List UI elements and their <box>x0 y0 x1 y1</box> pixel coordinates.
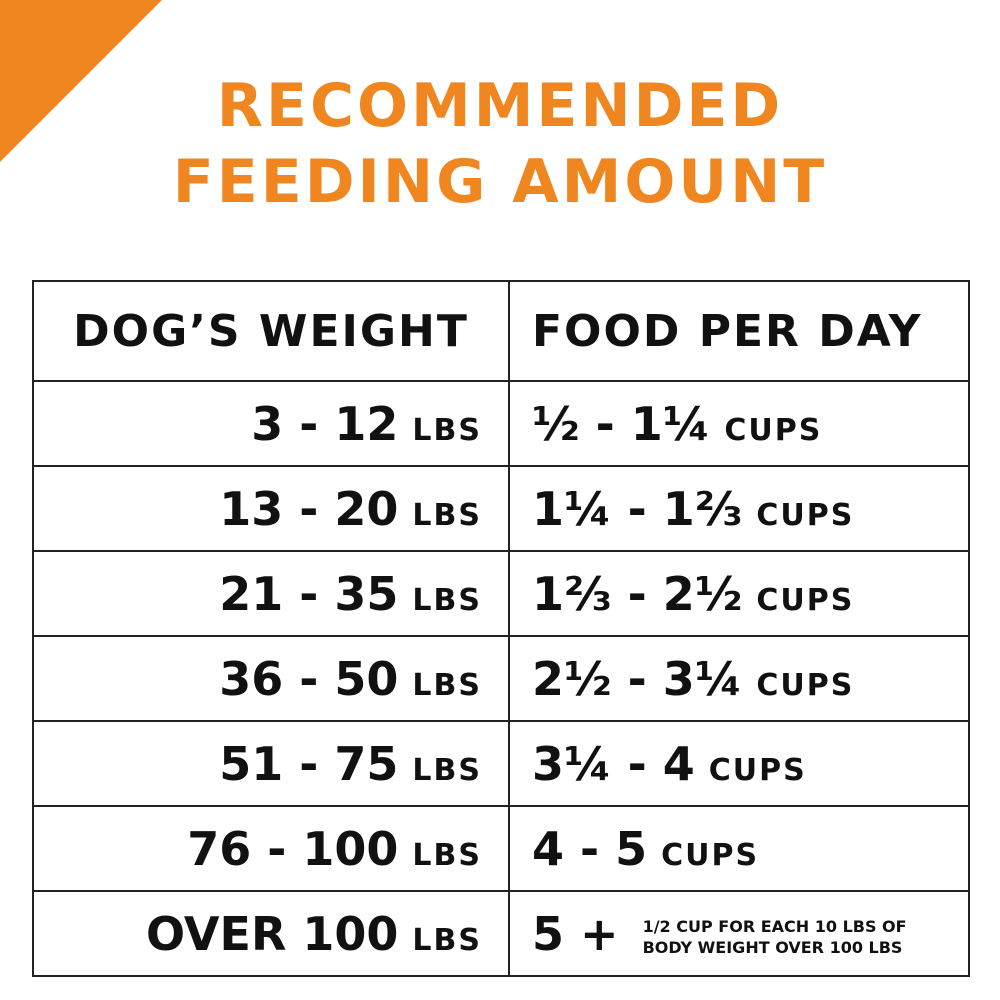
weight: 3 - 12 <box>251 396 399 451</box>
table-row: 76 - 100 LBS 4 - 5 CUPS <box>32 805 970 892</box>
column-header: FOOD PER DAY <box>508 280 970 382</box>
table-row: 51 - 75 LBS 3¼ - 4 CUPS <box>32 720 970 807</box>
table-row: 3 - 12 LBS ½ - 1¼ CUPS <box>32 380 970 467</box>
food-unit: CUPS <box>756 497 855 533</box>
food-unit: CUPS <box>661 837 760 873</box>
weight: 76 - 100 <box>187 821 399 876</box>
weight: 13 - 20 <box>219 481 399 536</box>
weight-unit: LBS <box>412 412 482 448</box>
weight: 36 - 50 <box>219 651 399 706</box>
food-amount: 1⅔ - 2½ <box>532 566 743 621</box>
weight-cell: 51 - 75 LBS <box>32 720 510 807</box>
weight-unit: LBS <box>412 667 482 703</box>
food-amount: ½ - 1¼ <box>532 396 711 451</box>
food-cell: ½ - 1¼ CUPS <box>508 380 970 467</box>
feeding-table: DOG’S WEIGHT FOOD PER DAY 3 - 12 LBS ½ - 1… <box>32 280 970 977</box>
food-unit: CUPS <box>708 752 807 788</box>
food-cell: 1¼ - 1⅔ CUPS <box>508 465 970 552</box>
food-cell: 3¼ - 4 CUPS <box>508 720 970 807</box>
food-cell: 5 + 1/2 CUP FOR EACH 10 LBS OF BODY WEIGHT… <box>508 890 970 977</box>
food-amount: 2½ - 3¼ <box>532 651 743 706</box>
weight-cell: 13 - 20 LBS <box>32 465 510 552</box>
title-line: RECOMMENDED <box>216 71 784 141</box>
title-line: FEEDING AMOUNT <box>172 147 828 217</box>
column-header: DOG’S WEIGHT <box>32 280 510 382</box>
table-row: 21 - 35 LBS 1⅔ - 2½ CUPS <box>32 550 970 637</box>
weight-unit: LBS <box>412 837 482 873</box>
food-unit: CUPS <box>756 582 855 618</box>
weight-cell: 76 - 100 LBS <box>32 805 510 892</box>
corner-triangle <box>0 0 162 162</box>
table-row: 13 - 20 LBS 1¼ - 1⅔ CUPS <box>32 465 970 552</box>
food-amount: 3¼ - 4 <box>532 736 695 791</box>
food-unit: CUPS <box>724 412 823 448</box>
weight-cell: 3 - 12 LBS <box>32 380 510 467</box>
note-line: 1/2 CUP FOR EACH 10 LBS OF <box>642 917 907 936</box>
weight-cell: 36 - 50 LBS <box>32 635 510 722</box>
note: 1/2 CUP FOR EACH 10 LBS OF BODY WEIGHT OV… <box>643 916 907 958</box>
weight-cell: OVER 100 LBS <box>32 890 510 977</box>
food-amount: 4 - 5 <box>532 821 648 876</box>
food-unit: CUPS <box>756 667 855 703</box>
table-row: OVER 100 LBS 5 + 1/2 CUP FOR EACH 10 LBS OF… <box>32 890 970 977</box>
food-amount: 1¼ - 1⅔ <box>532 481 743 536</box>
weight: 51 - 75 <box>219 736 399 791</box>
weight-cell: 21 - 35 LBS <box>32 550 510 637</box>
food-amount: 5 + <box>532 906 619 961</box>
weight-unit: LBS <box>412 752 482 788</box>
weight-unit: LBS <box>412 582 482 618</box>
food-cell: 4 - 5 CUPS <box>508 805 970 892</box>
weight-unit: LBS <box>412 497 482 533</box>
weight: OVER 100 <box>146 906 399 961</box>
note-line: BODY WEIGHT OVER 100 LBS <box>642 938 903 957</box>
weight-unit: LBS <box>412 922 482 958</box>
table-row: 36 - 50 LBS 2½ - 3¼ CUPS <box>32 635 970 722</box>
food-cell: 2½ - 3¼ CUPS <box>508 635 970 722</box>
weight: 21 - 35 <box>219 566 399 621</box>
food-cell: 1⅔ - 2½ CUPS <box>508 550 970 637</box>
